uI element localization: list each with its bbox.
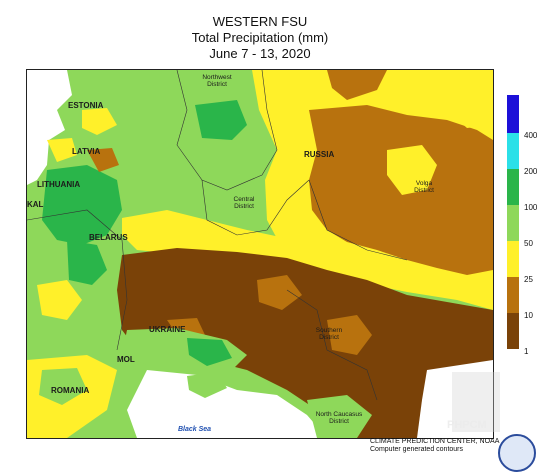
baltic-sea: [27, 70, 72, 185]
northwest-district-boundary: [176, 70, 278, 191]
map-title-block: WESTERN FSU Total Precipitation (mm) Jun…: [0, 14, 520, 62]
black-sea-water: [127, 370, 327, 438]
dark-green-northwest: [195, 100, 247, 140]
label-russia: RUSSIA: [304, 150, 335, 159]
legend-label-50: 50: [524, 239, 533, 248]
legend-swatch-50-25: [507, 241, 519, 277]
yellow-island-volga: [387, 145, 437, 195]
legend-label-1: 1: [524, 347, 529, 356]
dark-brown-region-south: [117, 248, 493, 438]
central-district-boundary: [201, 179, 310, 236]
crimea: [187, 372, 227, 398]
credit-line-2: Computer generated contours: [370, 446, 463, 453]
yellow-patch-latvia: [47, 138, 77, 162]
brown-region-north: [327, 70, 387, 100]
label-ukraine: UKRAINE: [149, 325, 186, 334]
dark-green-pocket-ukraine: [187, 338, 232, 366]
map-subtitle: Total Precipitation (mm): [191, 30, 329, 45]
credit-block: CLIMATE PREDICTION CENTER, NOAA Computer…: [370, 438, 499, 454]
noaa-logo: [498, 434, 536, 472]
brown-patch-1: [257, 275, 302, 310]
precipitation-map: ESTONIA LATVIA LITHUANIA KAL BELARUS RUS…: [26, 69, 494, 439]
label-black-sea: Black Sea: [178, 426, 212, 433]
legend-label-100: 100: [524, 203, 538, 212]
volga-district-boundary: [308, 179, 408, 261]
green-romania: [39, 368, 87, 405]
legend-label-10: 10: [524, 311, 533, 320]
legend-label-400: 400: [524, 131, 538, 140]
legend-swatch-200-100: [507, 169, 519, 205]
legend-swatch-100-50: [507, 205, 519, 241]
label-volga-district: Volga District: [414, 180, 434, 194]
legend-swatch-25-10: [507, 277, 519, 313]
label-southern-district: Southern District: [315, 327, 343, 341]
legend-swatch-400-200: [507, 133, 519, 169]
yellow-patch-poland: [37, 280, 82, 320]
label-belarus: BELARUS: [89, 233, 128, 242]
label-mol: MOL: [117, 355, 135, 364]
map-title: WESTERN FSU: [212, 14, 308, 29]
belarus-border: [27, 209, 123, 241]
legend-swatch-top: [507, 95, 519, 133]
label-lithuania: LITHUANIA: [37, 180, 81, 189]
legend-label-200: 200: [524, 167, 538, 176]
label-northwest-district: Northwest District: [202, 74, 232, 88]
brown-patch-2: [327, 315, 372, 355]
map-period: June 7 - 13, 2020: [209, 46, 311, 61]
map-canvas: [27, 70, 493, 438]
label-central-district: Central District: [233, 196, 255, 210]
yellow-patch-estonia: [82, 108, 117, 135]
legend-swatch-10-1: [507, 313, 519, 349]
label-kal: KAL: [27, 200, 44, 209]
watermark-logo: [452, 372, 500, 432]
dark-green-belarus: [42, 165, 122, 245]
label-estonia: ESTONIA: [68, 101, 104, 110]
watermark-text: PHPCM: [447, 419, 487, 431]
southern-district-boundary: [286, 289, 378, 401]
label-romania: ROMANIA: [51, 386, 90, 395]
ukraine-border: [116, 239, 128, 351]
dark-green-west: [67, 240, 107, 285]
legend-label-25: 25: [524, 275, 533, 284]
green-north-caucasus: [307, 395, 372, 438]
yellow-band-center: [122, 210, 387, 275]
label-latvia: LATVIA: [72, 147, 101, 156]
yellow-island-ne: [447, 85, 493, 128]
caspian-sea: [417, 360, 493, 438]
brown-patch-west: [87, 148, 119, 172]
color-legend: 400 200 100 50 25 10 1: [507, 95, 550, 385]
credit-line-1: CLIMATE PREDICTION CENTER, NOAA: [370, 438, 500, 445]
label-north-caucasus-district: North Caucasus District: [315, 411, 363, 425]
